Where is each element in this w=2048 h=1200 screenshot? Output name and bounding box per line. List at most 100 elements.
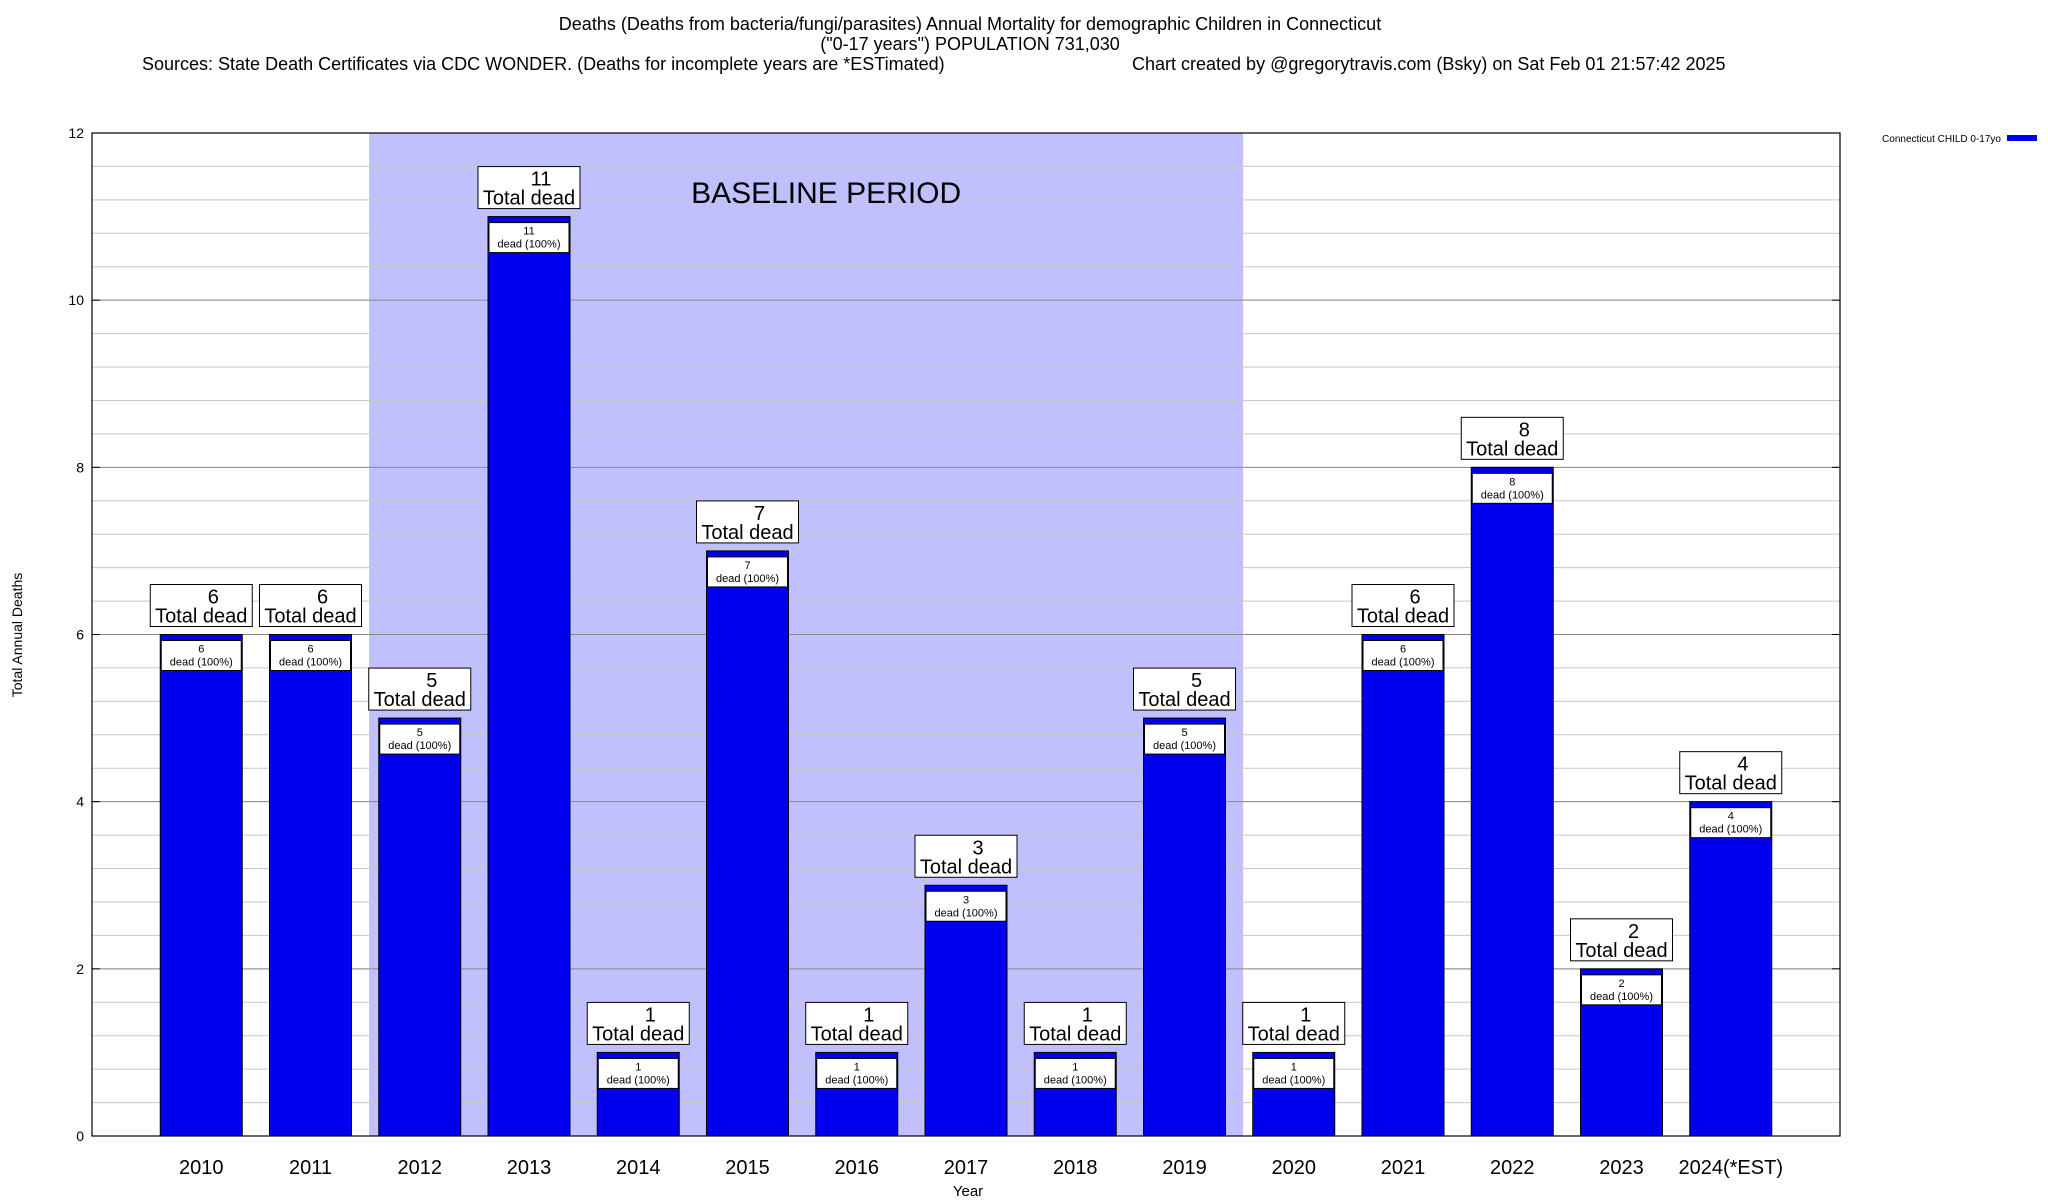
inner-label-box — [379, 723, 461, 755]
inner-label-box — [1144, 723, 1225, 755]
total-label-value: 4 — [1737, 754, 1748, 776]
bar — [269, 634, 352, 1137]
inner-label-value: 2 — [1618, 978, 1624, 990]
total-label-box — [914, 834, 1018, 878]
inner-label-value: 7 — [744, 560, 750, 572]
inner-label-value: 1 — [635, 1061, 641, 1073]
total-label-value: 2 — [1628, 921, 1639, 943]
total-label-box — [586, 1001, 690, 1045]
total-label-text: Total dead — [592, 1023, 684, 1045]
bar — [706, 550, 789, 1137]
y-tick-label: 8 — [76, 459, 84, 475]
total-label-text: Total dead — [1138, 689, 1230, 711]
total-label-value: 6 — [208, 587, 219, 609]
bar — [487, 216, 571, 1137]
total-label-value: 3 — [972, 837, 983, 859]
total-label-text: Total dead — [374, 689, 466, 711]
total-label-text: Total dead — [1575, 940, 1667, 962]
total-label-value: 7 — [754, 503, 765, 525]
total-label-text: Total dead — [483, 188, 575, 210]
total-label-text: Total dead — [701, 522, 793, 544]
total-label-box — [149, 584, 253, 627]
total-label-box — [805, 1001, 909, 1045]
bar — [1470, 466, 1554, 1137]
inner-label-text: dead (100%) — [498, 239, 561, 251]
y-tick-label: 0 — [76, 1128, 84, 1144]
inner-label-text: dead (100%) — [935, 907, 998, 919]
total-label-value: 1 — [1300, 1004, 1311, 1026]
baseline-period-label: BASELINE PERIOD — [691, 177, 961, 210]
inner-label-value: 3 — [963, 894, 969, 906]
x-tick-label: 2022 — [1490, 1157, 1535, 1179]
total-label-value: 11 — [531, 169, 552, 191]
x-axis-title: Year — [953, 1183, 983, 1200]
x-tick-label: 2013 — [507, 1157, 552, 1179]
x-tick-label: 2014 — [616, 1157, 661, 1179]
inner-label-text: dead (100%) — [388, 740, 451, 752]
total-label-box — [1133, 667, 1236, 711]
x-tick-label: 2020 — [1272, 1157, 1317, 1179]
legend-label: Connecticut CHILD 0-17yo — [1882, 134, 2001, 145]
x-tick-label: 2015 — [725, 1157, 770, 1179]
chart-title-block: Deaths (Deaths from bacteria/fungi/paras… — [0, 14, 1940, 54]
inner-label-box — [488, 222, 570, 254]
y-tick-label: 4 — [76, 794, 84, 810]
total-label-text: Total dead — [1248, 1023, 1340, 1045]
total-label-box — [696, 500, 799, 544]
inner-label-text: dead (100%) — [170, 657, 233, 669]
inner-label-box — [1253, 1057, 1335, 1089]
inner-label-text: dead (100%) — [1372, 657, 1435, 669]
total-label-text: Total dead — [811, 1023, 903, 1045]
inner-label-box — [816, 1057, 898, 1089]
inner-label-text: dead (100%) — [1153, 740, 1216, 752]
inner-label-value: 1 — [1072, 1061, 1078, 1073]
total-label-value: 1 — [1082, 1004, 1093, 1026]
inner-label-text: dead (100%) — [1699, 824, 1762, 836]
inner-label-text: dead (100%) — [1044, 1074, 1107, 1086]
inner-label-value: 5 — [1181, 727, 1187, 739]
inner-label-box — [925, 890, 1007, 922]
inner-label-box — [1362, 640, 1444, 671]
total-label-text: Total dead — [264, 606, 356, 628]
inner-label-value: 4 — [1728, 811, 1734, 823]
inner-label-box — [270, 640, 351, 671]
inner-label-value: 6 — [198, 644, 204, 656]
inner-label-text: dead (100%) — [1590, 991, 1653, 1003]
inner-label-value: 8 — [1509, 476, 1515, 488]
total-label-text: Total dead — [1685, 773, 1777, 795]
chart-title: Deaths (Deaths from bacteria/fungi/paras… — [558, 14, 1382, 34]
y-tick-label: 10 — [68, 292, 84, 308]
inner-label-value: 5 — [417, 727, 423, 739]
inner-label-box — [707, 556, 788, 588]
inner-label-text: dead (100%) — [1262, 1074, 1325, 1086]
total-label-text: Total dead — [1466, 438, 1558, 460]
total-label-box — [368, 667, 472, 711]
y-tick-label: 12 — [68, 125, 84, 141]
total-label-value: 6 — [317, 587, 328, 609]
inner-label-text: dead (100%) — [279, 657, 342, 669]
inner-label-text: dead (100%) — [607, 1074, 670, 1086]
inner-label-value: 6 — [307, 644, 313, 656]
y-tick-label: 2 — [76, 961, 84, 977]
y-tick-label: 6 — [76, 627, 84, 643]
x-tick-label: 2021 — [1381, 1157, 1426, 1179]
total-label-text: Total dead — [920, 856, 1012, 878]
x-tick-label: 2023 — [1599, 1157, 1644, 1179]
total-label-value: 5 — [1191, 670, 1202, 692]
total-label-value: 8 — [1519, 419, 1530, 441]
inner-label-text: dead (100%) — [825, 1074, 888, 1086]
inner-label-box — [597, 1057, 679, 1089]
bar — [159, 634, 243, 1137]
total-label-value: 1 — [645, 1004, 656, 1026]
inner-label-box — [1690, 807, 1772, 839]
x-tick-label: 2012 — [398, 1157, 443, 1179]
inner-label-text: dead (100%) — [1481, 489, 1544, 501]
x-tick-label: 2019 — [1162, 1157, 1207, 1179]
inner-label-box — [1581, 974, 1662, 1006]
x-tick-label: 2011 — [289, 1157, 332, 1179]
bar — [1143, 717, 1226, 1137]
inner-label-box — [160, 640, 242, 671]
total-label-box — [1351, 584, 1455, 627]
sources-note: Sources: State Death Certificates via CD… — [142, 54, 945, 74]
